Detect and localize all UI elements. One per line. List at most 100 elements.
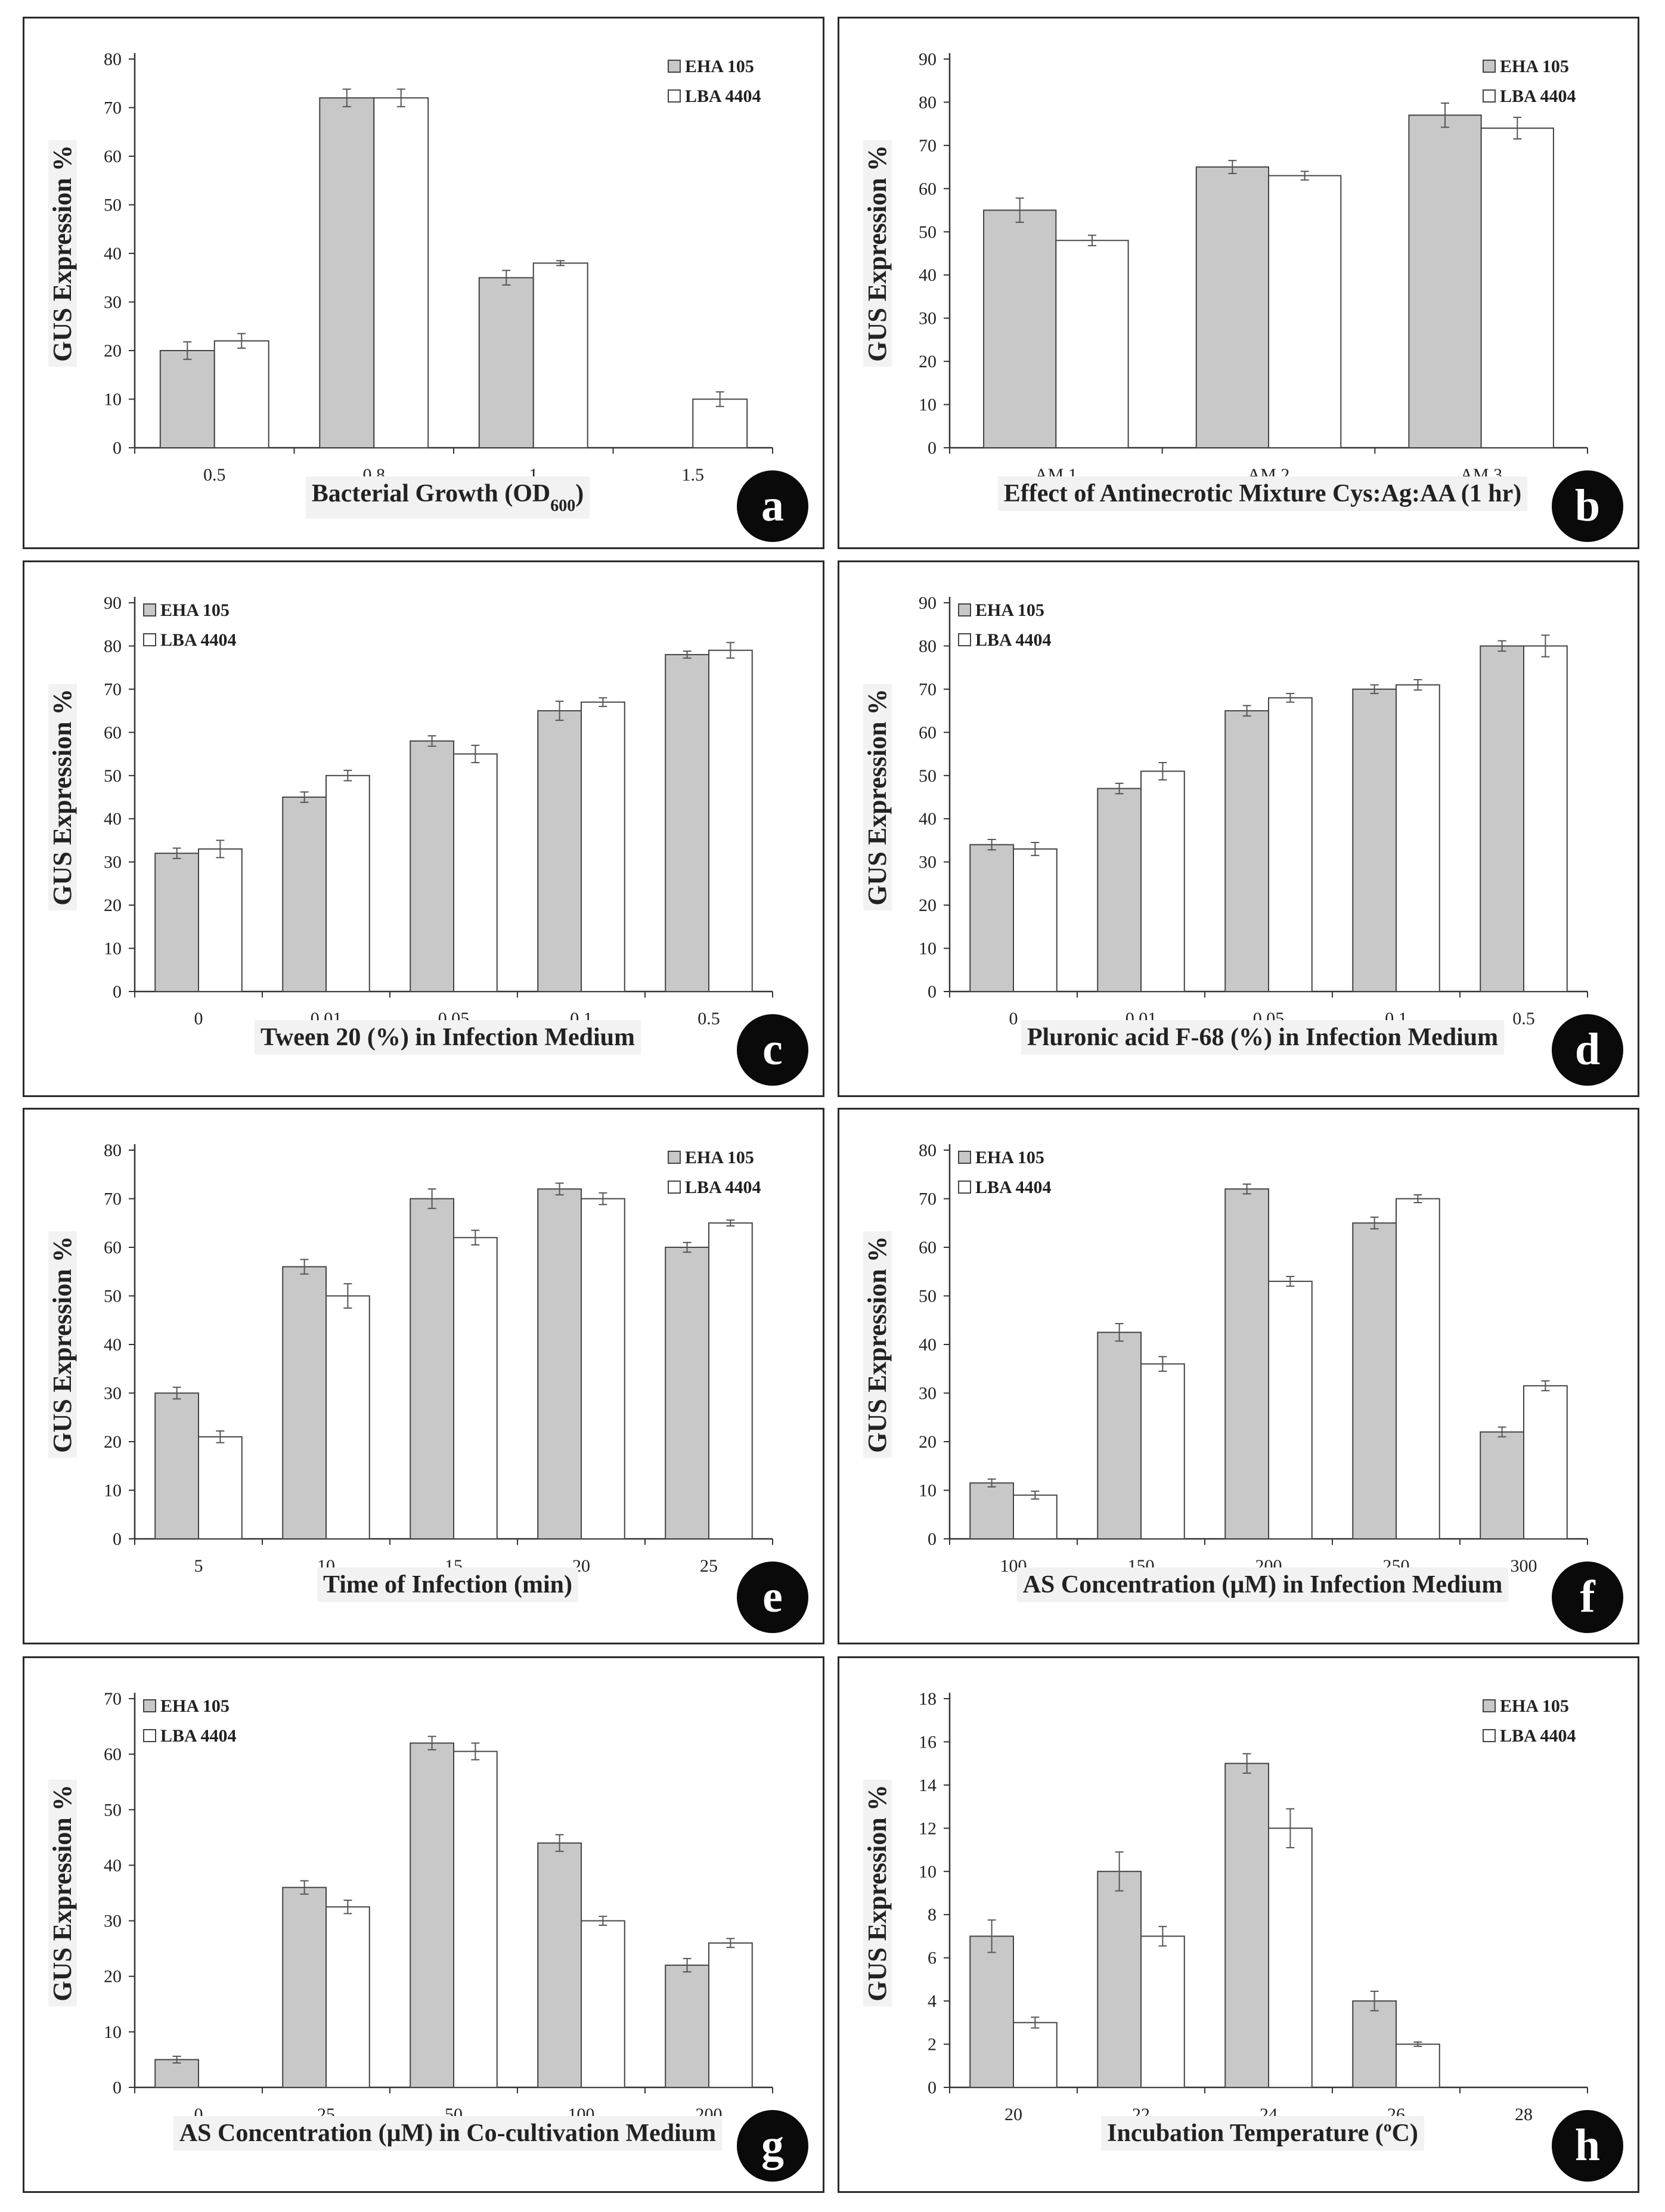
- bar-lba4404: [1396, 1198, 1440, 1539]
- svg-text:h: h: [1575, 2120, 1600, 2170]
- bar-lba4404: [213, 340, 269, 449]
- svg-text:Pluronic acid F-68 (%) in Infe: Pluronic acid F-68 (%) in Infection Medi…: [1027, 1024, 1498, 1051]
- y-tick-label: 50: [104, 196, 122, 215]
- bar-lba4404: [581, 1198, 625, 1539]
- bar-eha105: [478, 277, 534, 448]
- y-tick-label: 90: [919, 593, 937, 613]
- error-bar: [1115, 782, 1124, 795]
- legend-item-lba4404: LBA 4404: [1483, 1726, 1576, 1746]
- svg-text:GUS Expression %: GUS Expression %: [863, 1236, 892, 1453]
- error-bar: [1370, 1216, 1379, 1230]
- svg-text:f: f: [1580, 1572, 1596, 1622]
- svg-text:d: d: [1575, 1024, 1600, 1074]
- error-bar: [1286, 693, 1295, 703]
- y-tick-label: 20: [104, 1432, 122, 1452]
- bar-eha105: [1352, 1222, 1397, 1539]
- bar-eha105: [282, 797, 327, 992]
- legend-item-eha105: EHA 105: [1483, 57, 1569, 76]
- y-tick-label: 40: [919, 1335, 937, 1355]
- panel-letter-badge: f: [1552, 1562, 1623, 1633]
- bar-eha105: [983, 209, 1057, 448]
- error-bar: [471, 1229, 480, 1246]
- legend-item-lba4404: LBA 4404: [668, 86, 761, 106]
- error-bar: [683, 650, 692, 659]
- svg-text:EHA 105: EHA 105: [1500, 57, 1569, 76]
- bar-eha105: [154, 1392, 200, 1539]
- y-tick-label: 40: [104, 809, 122, 829]
- bar-lba4404: [1140, 1363, 1185, 1539]
- bar-eha105: [410, 1742, 454, 2088]
- x-tick-label: 1.5: [682, 465, 705, 485]
- svg-text:GUS Expression %: GUS Expression %: [48, 689, 77, 906]
- y-tick-label: 40: [104, 1335, 122, 1355]
- y-tick-label: 40: [919, 809, 937, 829]
- error-bar: [987, 1919, 996, 1953]
- x-axis-title: Bacterial Growth (OD600): [305, 476, 590, 519]
- panel-letter-badge: d: [1552, 1014, 1623, 1086]
- panel-letter-badge: g: [737, 2110, 808, 2182]
- error-bar: [1441, 102, 1450, 128]
- y-tick-label: 14: [919, 1776, 937, 1795]
- error-bar: [555, 1834, 564, 1852]
- svg-text:GUS Expression %: GUS Expression %: [863, 145, 892, 362]
- y-tick-label: 18: [919, 1689, 937, 1709]
- panel-b: 0 10 20 30 40 50 60 70 80 90 AM 1 AM 2 AM 3 GUS Expre…: [838, 17, 1639, 549]
- error-bar: [183, 341, 192, 360]
- error-bar: [1370, 1990, 1379, 2012]
- y-tick-label: 10: [919, 1481, 937, 1501]
- y-axis-label: GUS Expression %: [48, 1780, 77, 2006]
- svg-text:LBA 4404: LBA 4404: [975, 1178, 1052, 1197]
- x-axis-title: Pluronic acid F-68 (%) in Infection Medi…: [1021, 1020, 1505, 1055]
- bar-eha105: [319, 97, 375, 448]
- bar-lba4404: [325, 1295, 370, 1539]
- error-bar: [1115, 1851, 1124, 1892]
- x-axis-title: AS Concentration (µM) in Co-cultivation …: [173, 2116, 723, 2151]
- y-tick-label: 70: [919, 136, 937, 156]
- y-axis-label: GUS Expression %: [863, 684, 892, 910]
- bar-eha105: [1480, 645, 1524, 992]
- y-tick-label: 20: [104, 1967, 122, 1987]
- y-axis-label: GUS Expression %: [48, 1231, 77, 1458]
- panel-a: 0 10 20 30 40 50 60 70 80 0.5 0.8 1 1.5 GUS Expressio…: [23, 17, 824, 549]
- y-tick-label: 16: [919, 1732, 937, 1752]
- x-tick-label: 20: [1004, 2105, 1022, 2124]
- y-tick-label: 2: [928, 2035, 937, 2055]
- bar-lba4404: [198, 848, 243, 992]
- error-bar: [427, 735, 436, 747]
- error-bar: [1286, 1275, 1295, 1287]
- error-bar: [427, 1188, 436, 1209]
- bar-eha105: [1480, 1431, 1524, 1540]
- y-tick-label: 70: [919, 680, 937, 699]
- bar-lba4404: [1013, 848, 1058, 992]
- bar-eha105: [969, 844, 1015, 993]
- y-tick-label: 90: [104, 593, 122, 613]
- error-bar: [1541, 1380, 1550, 1392]
- svg-text:Incubation Temperature (ºC): Incubation Temperature (ºC): [1107, 2120, 1418, 2147]
- svg-text:LBA 4404: LBA 4404: [160, 630, 237, 650]
- svg-text:a: a: [761, 481, 784, 531]
- error-bar: [237, 333, 246, 349]
- bar-eha105: [154, 853, 200, 992]
- y-tick-label: 80: [104, 1141, 122, 1160]
- bar-lba4404: [453, 753, 498, 992]
- x-tick-label: 0.5: [697, 1009, 720, 1028]
- error-bar: [471, 745, 480, 764]
- bar-eha105: [1352, 688, 1397, 992]
- y-tick-label: 40: [104, 1855, 122, 1875]
- error-bar: [1300, 171, 1309, 181]
- y-tick-label: 10: [919, 395, 937, 415]
- y-tick-label: 20: [919, 896, 937, 915]
- error-bar: [172, 2055, 181, 2064]
- bar-eha105: [282, 1266, 327, 1539]
- error-bar: [1087, 234, 1096, 246]
- legend-item-lba4404: LBA 4404: [143, 630, 237, 650]
- y-tick-label: 0: [928, 438, 937, 458]
- legend-item-lba4404: LBA 4404: [958, 630, 1052, 650]
- legend-item-lba4404: LBA 4404: [1483, 86, 1576, 106]
- panel-f: 0 10 20 30 40 50 60 70 80 100 150 200 250 300 GUS Expr…: [838, 1108, 1639, 1644]
- panel-letter-badge: a: [737, 470, 808, 542]
